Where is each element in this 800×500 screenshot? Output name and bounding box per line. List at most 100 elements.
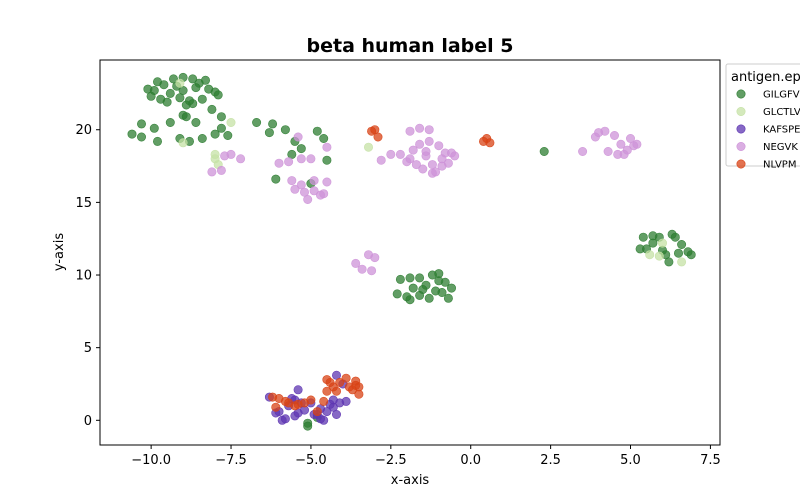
point-GILGFV-65 <box>392 289 402 299</box>
point-NEGVK-16 <box>322 177 332 187</box>
point-NEGVK-22 <box>357 264 367 274</box>
point-GILGFV-40 <box>181 112 191 122</box>
data-points-layer <box>127 72 696 431</box>
legend-marker-KAFSPE <box>736 124 746 134</box>
point-GLCTLV-7 <box>654 251 664 261</box>
point-GILGFV-50 <box>322 155 332 165</box>
point-GLCTLV-4 <box>363 142 373 152</box>
legend-label-NLVPM: NLVPM <box>763 160 796 171</box>
point-NLVPM-28 <box>354 382 364 392</box>
point-GLCTLV-6 <box>210 149 220 159</box>
point-NEGVK-0 <box>207 167 217 177</box>
point-GLCTLV-5 <box>175 78 185 88</box>
point-GLCTLV-10 <box>645 250 655 260</box>
point-GILGFV-76 <box>677 240 687 250</box>
point-GILGFV-80 <box>648 238 658 248</box>
point-NLVPM-29 <box>331 386 341 396</box>
chart-title: beta human label 5 <box>307 35 514 57</box>
point-KAFSPE-15 <box>341 396 351 406</box>
point-NEGVK-53 <box>616 139 626 149</box>
x-axis-label: x-axis <box>391 473 430 488</box>
point-NEGVK-44 <box>415 123 425 133</box>
point-NEGVK-34 <box>408 145 418 155</box>
point-GILGFV-28 <box>165 118 175 128</box>
point-NEGVK-6 <box>284 157 294 167</box>
point-NEGVK-11 <box>287 176 297 186</box>
x-tick-label: 0.0 <box>460 453 481 468</box>
point-GILGFV-70 <box>418 284 428 294</box>
point-NEGVK-28 <box>411 160 421 170</box>
point-GLCTLV-2 <box>226 118 236 128</box>
point-GILGFV-25 <box>216 112 226 122</box>
point-GILGFV-67 <box>437 287 447 297</box>
point-NEGVK-62 <box>376 155 386 165</box>
point-GILGFV-15 <box>162 97 172 107</box>
point-GILGFV-32 <box>137 132 147 142</box>
point-GILGFV-75 <box>670 232 680 242</box>
point-GILGFV-66 <box>424 293 434 303</box>
point-NLVPM-5 <box>478 136 488 146</box>
point-KAFSPE-23 <box>290 411 300 421</box>
x-axis-ticks: −10.0 −7.5 −5.0 −2.5 0.0 2.5 5.0 7.5 <box>131 445 721 468</box>
point-GILGFV-48 <box>312 126 322 136</box>
point-NLVPM-14 <box>322 386 332 396</box>
point-NLVPM-12 <box>312 407 322 417</box>
point-GILGFV-38 <box>223 131 233 141</box>
point-GILGFV-46 <box>296 144 306 154</box>
point-GILGFV-78 <box>686 250 696 260</box>
point-NEGVK-10 <box>293 132 303 142</box>
point-GILGFV-53 <box>395 274 405 284</box>
point-GILGFV-26 <box>191 118 201 128</box>
point-NEGVK-42 <box>402 157 412 167</box>
point-GILGFV-29 <box>149 123 159 133</box>
legend-marker-NLVPM <box>736 159 746 169</box>
legend-label-KAFSPE: KAFSPE <box>763 125 800 136</box>
x-tick-label: 2.5 <box>540 453 561 468</box>
point-KAFSPE-12 <box>331 409 341 419</box>
legend-box <box>725 63 800 167</box>
series-NEGVK <box>207 123 642 276</box>
point-NEGVK-52 <box>609 131 619 141</box>
point-GILGFV-42 <box>268 119 278 129</box>
legend-marker-NEGVK <box>736 142 746 152</box>
point-GILGFV-84 <box>673 248 683 258</box>
point-NEGVK-47 <box>437 161 447 171</box>
point-GILGFV-21 <box>153 77 163 87</box>
point-GILGFV-44 <box>280 125 290 135</box>
point-NEGVK-49 <box>578 147 588 157</box>
point-GILGFV-22 <box>188 99 198 109</box>
point-NEGVK-19 <box>319 189 329 199</box>
point-GILGFV-37 <box>210 129 220 139</box>
point-NEGVK-43 <box>405 126 415 136</box>
legend-marker-GILGFV <box>736 89 746 99</box>
point-NEGVK-38 <box>440 148 450 158</box>
point-NLVPM-25 <box>280 396 290 406</box>
point-NLVPM-27 <box>322 375 332 385</box>
point-GILGFV-51 <box>271 174 281 184</box>
point-GILGFV-82 <box>664 257 674 267</box>
point-KAFSPE-17 <box>293 385 303 395</box>
plot-area-frame <box>99 59 721 446</box>
point-GILGFV-41 <box>252 118 262 128</box>
point-NEGVK-46 <box>386 149 396 159</box>
y-tick-label: 0 <box>84 414 92 429</box>
point-NEGVK-58 <box>603 147 613 157</box>
point-NEGVK-45 <box>424 125 434 135</box>
point-NLVPM-17 <box>341 373 351 383</box>
legend-title: antigen.ep <box>731 70 800 85</box>
point-KAFSPE-24 <box>319 415 329 425</box>
point-NLVPM-26 <box>293 399 303 409</box>
y-tick-label: 20 <box>75 123 92 138</box>
point-GILGFV-68 <box>443 293 453 303</box>
point-NEGVK-29 <box>418 164 428 174</box>
point-GILGFV-89 <box>303 421 313 431</box>
point-GLCTLV-0 <box>178 138 188 148</box>
point-GLCTLV-9 <box>677 257 687 267</box>
point-GILGFV-36 <box>197 134 207 144</box>
point-NEGVK-3 <box>226 149 236 159</box>
point-GILGFV-19 <box>213 90 223 100</box>
point-GILGFV-43 <box>264 128 274 138</box>
point-NLVPM-2 <box>367 126 377 136</box>
point-NEGVK-5 <box>274 158 284 168</box>
